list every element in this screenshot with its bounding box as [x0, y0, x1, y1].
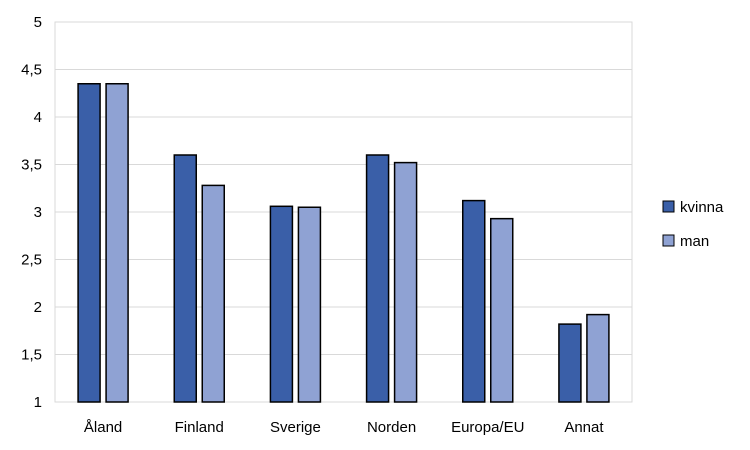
x-tick-label: Annat: [564, 419, 604, 436]
bar-kvinna-5: [558, 323, 582, 403]
y-axis-tick-labels: 1 1,5 2 2,5 3 3,5 4 4,5 5: [21, 14, 42, 411]
y-tick-label: 2,5: [21, 252, 42, 269]
x-tick-label: Norden: [367, 419, 416, 436]
bar-kvinna-2: [269, 205, 294, 403]
y-tick-label: 2: [34, 299, 42, 316]
bar-kvinna-0: [77, 83, 101, 403]
bar-man-4: [490, 217, 514, 403]
bar-kvinna-4: [462, 199, 486, 403]
legend-label-man: man: [680, 233, 709, 250]
y-tick-label: 4,5: [21, 62, 42, 79]
y-tick-label: 4: [34, 109, 42, 126]
bar-man-0: [105, 83, 129, 403]
bar-man-2: [297, 206, 322, 403]
y-tick-label: 1: [34, 394, 42, 411]
bar-kvinna-3: [365, 154, 390, 403]
x-tick-label: Europa/EU: [451, 419, 524, 436]
legend-swatch-kvinna: [662, 200, 675, 213]
x-tick-label: Sverige: [270, 419, 321, 436]
y-tick-label: 3: [34, 204, 42, 221]
y-tick-label: 1,5: [21, 347, 42, 364]
y-tick-label: 5: [34, 14, 42, 31]
x-tick-label: Finland: [175, 419, 224, 436]
x-tick-label: Åland: [84, 419, 122, 436]
legend-label-kvinna: kvinna: [680, 199, 724, 216]
bar-man-3: [393, 161, 418, 403]
x-axis-tick-labels: Åland Finland Sverige Norden Europa/EU A…: [84, 419, 604, 436]
bars: [77, 83, 610, 403]
gridlines: [55, 21, 632, 355]
bar-man-1: [201, 184, 225, 403]
legend-swatch-man: [662, 234, 675, 247]
y-tick-label: 3,5: [21, 157, 42, 174]
bar-kvinna-1: [173, 154, 197, 403]
legend: kvinna man: [662, 199, 724, 250]
bar-man-5: [586, 313, 610, 403]
